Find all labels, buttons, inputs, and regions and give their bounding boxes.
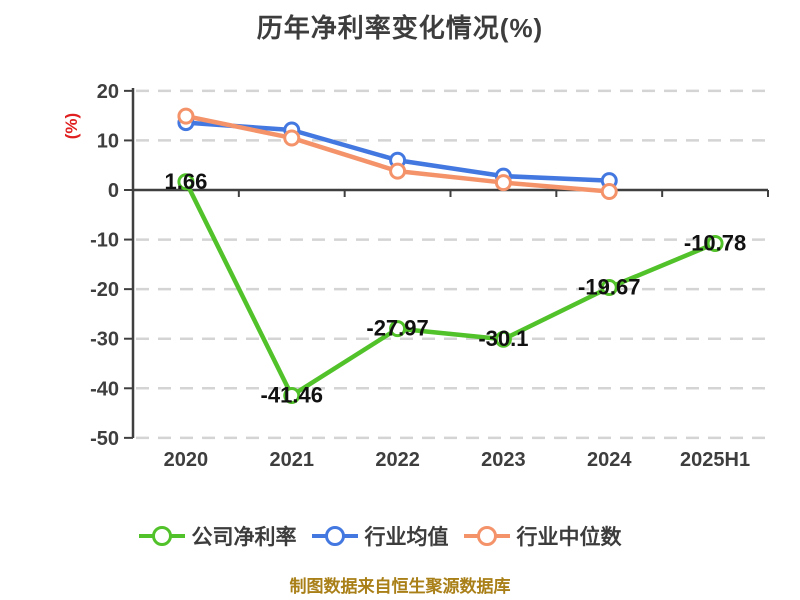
legend-marker-icon <box>463 526 510 546</box>
legend-label-0: 公司净利率 <box>191 526 297 549</box>
data-point-0-2022 <box>389 320 407 338</box>
data-point-2-2021 <box>283 129 301 147</box>
legend-marker-icon <box>138 526 185 546</box>
y-tick-label-0: 0 <box>108 180 119 202</box>
data-label-2023: -30.1 <box>478 326 528 351</box>
data-label-2024: -19.67 <box>578 275 640 300</box>
footer-note: 制图数据来自恒生聚源数据库 <box>289 577 511 596</box>
y-tick-label--10: -10 <box>90 230 119 252</box>
legend-item-0[interactable]: 公司净利率 <box>138 521 297 551</box>
legend-item-1[interactable]: 行业均值 <box>311 521 449 551</box>
data-point-0-2025H1 <box>706 234 724 252</box>
data-label-2025H1: -10.78 <box>684 230 746 255</box>
legend-label-1: 行业均值 <box>364 526 449 549</box>
data-point-0-2023 <box>494 330 512 348</box>
data-point-0-2020 <box>177 173 195 191</box>
y-tick-label--20: -20 <box>90 279 119 301</box>
data-point-2-2020 <box>177 107 195 125</box>
data-label-2022: -27.97 <box>366 316 428 341</box>
legend: 公司净利率 行业均值 行业中位数 <box>0 521 800 551</box>
y-tick-label--40: -40 <box>90 378 119 400</box>
chart-title: 历年净利率变化情况(%) <box>256 13 544 43</box>
x-tick-label-2023: 2023 <box>481 449 526 471</box>
data-point-0-2024 <box>600 279 618 297</box>
legend-marker-icon <box>311 526 358 546</box>
y-tick-label-10: 10 <box>97 130 119 152</box>
x-tick-label-2024: 2024 <box>587 449 632 471</box>
legend-label-2: 行业中位数 <box>516 526 622 549</box>
data-label-2021: -41.46 <box>261 383 323 408</box>
x-tick-label-2021: 2021 <box>270 449 315 471</box>
data-point-2-2022 <box>389 162 407 180</box>
y-tick-label--30: -30 <box>90 329 119 351</box>
x-tick-label-2025H1: 2025H1 <box>680 449 750 471</box>
data-label-2020: 1.66 <box>165 169 208 194</box>
y-tick-label-20: 20 <box>97 81 119 103</box>
data-point-2-2023 <box>494 174 512 192</box>
y-tick-label--50: -50 <box>90 428 119 450</box>
data-point-0-2021 <box>283 387 301 405</box>
legend-item-2[interactable]: 行业中位数 <box>463 521 622 551</box>
x-tick-label-2020: 2020 <box>164 449 209 471</box>
series-line-0 <box>183 179 718 398</box>
line-chart: 20 10 0 -10 -20 -30 -40 -50 2020 2021 2022 2023 2024… <box>90 81 769 471</box>
data-point-2-2024 <box>600 182 618 200</box>
x-tick-label-2022: 2022 <box>375 449 420 471</box>
